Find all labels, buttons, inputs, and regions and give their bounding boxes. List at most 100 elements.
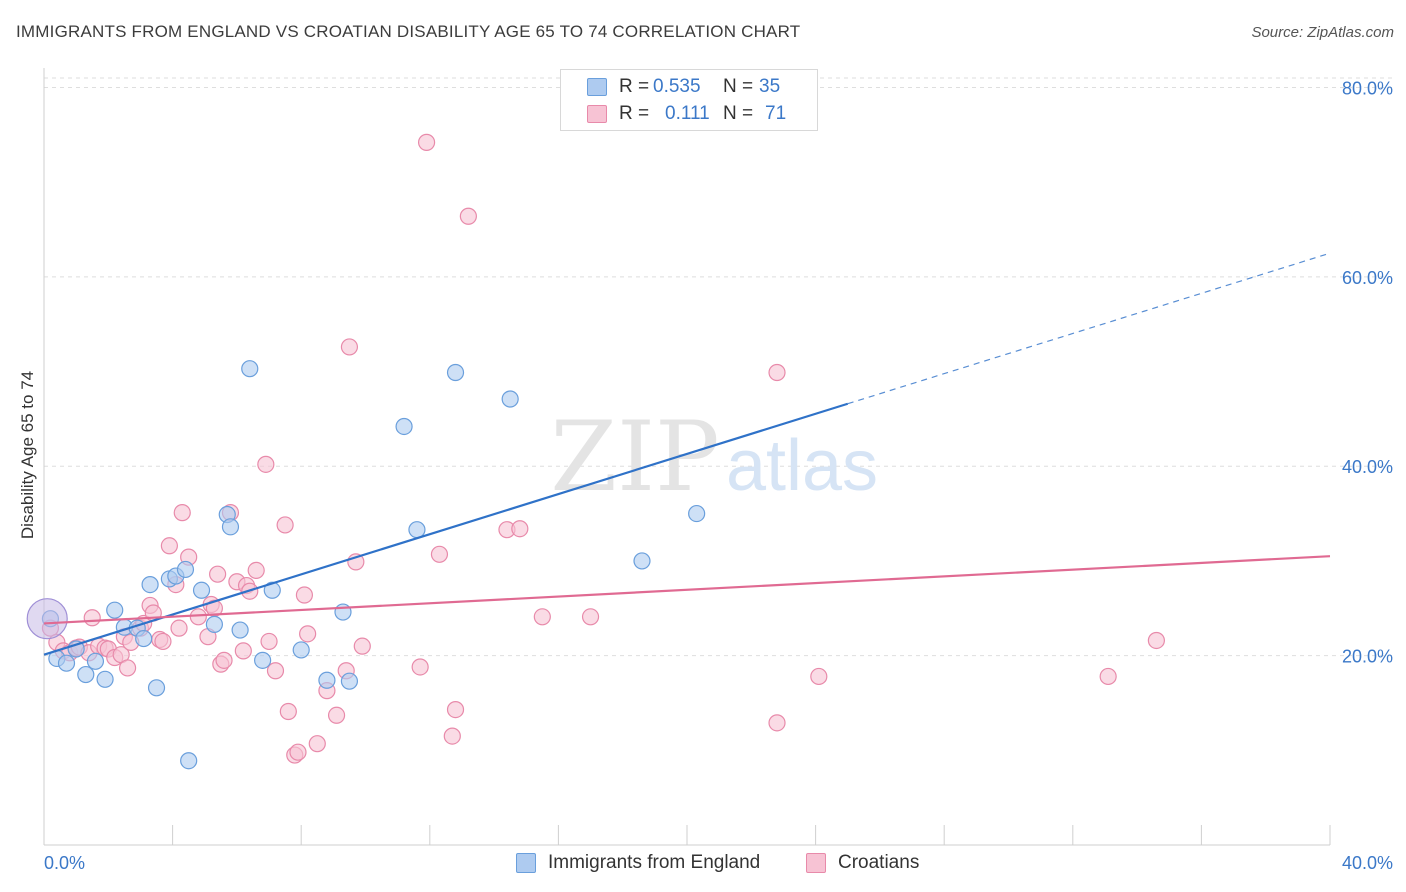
- x-tick-label: 40.0%: [1342, 853, 1393, 873]
- point-croatians: [411, 658, 429, 676]
- trend-england: [43, 402, 849, 656]
- point-england: [180, 752, 198, 770]
- n-value: 35: [759, 76, 781, 97]
- point-croatians: [170, 619, 188, 637]
- watermark: ZIP atlas: [550, 401, 878, 513]
- y-tick-label: 20.0%: [1342, 647, 1393, 667]
- point-england: [318, 671, 336, 689]
- n-label: N =: [723, 76, 754, 97]
- point-england: [501, 390, 519, 408]
- n-value: 71: [765, 103, 787, 124]
- axes: [43, 68, 1331, 846]
- series-immigrants-from-england: [26, 360, 706, 770]
- point-england: [86, 652, 105, 670]
- point-croatians: [459, 207, 477, 225]
- point-croatians: [327, 706, 346, 724]
- point-croatians: [189, 608, 207, 626]
- r-value: 0.535: [653, 76, 701, 97]
- legend-swatch-england: [587, 78, 607, 96]
- point-croatians: [446, 700, 465, 719]
- trend-england-extrapolated: [847, 252, 1331, 405]
- point-england: [141, 575, 159, 594]
- point-croatians: [289, 743, 307, 761]
- point-england: [176, 560, 195, 579]
- point-croatians: [257, 455, 275, 473]
- point-england: [147, 679, 166, 697]
- point-england: [292, 641, 310, 659]
- point-croatians: [215, 651, 233, 669]
- legend-row-croatians: R = 0.111 N = 71: [587, 101, 786, 127]
- point-croatians: [768, 714, 786, 732]
- point-croatians: [266, 662, 285, 680]
- legend-swatch-england: [516, 853, 536, 873]
- x-tick-label: 0.0%: [44, 853, 85, 873]
- point-croatians: [83, 609, 101, 627]
- point-croatians: [1147, 631, 1165, 650]
- point-england: [231, 621, 249, 639]
- r-label: R =: [619, 76, 650, 97]
- point-england: [633, 552, 651, 570]
- point-croatians: [353, 637, 371, 655]
- watermark-zip: ZIP: [550, 401, 719, 513]
- point-england: [135, 629, 153, 648]
- n-label: N =: [723, 103, 754, 124]
- point-croatians: [209, 565, 227, 583]
- point-england: [688, 504, 706, 523]
- r-value: 0.111: [665, 103, 710, 124]
- point-croatians: [247, 561, 265, 579]
- point-england: [205, 615, 223, 633]
- point-croatians: [308, 735, 326, 753]
- point-croatians: [118, 659, 137, 677]
- point-croatians: [279, 702, 297, 721]
- point-croatians: [810, 667, 828, 686]
- point-croatians: [511, 520, 529, 538]
- point-croatians: [417, 133, 436, 151]
- point-croatians: [260, 632, 278, 651]
- point-england: [221, 518, 240, 536]
- point-croatians: [340, 338, 359, 356]
- legend-item-croatians[interactable]: Croatians: [806, 852, 919, 874]
- r-label: R =: [619, 103, 650, 124]
- trend-croatians: [43, 555, 1331, 625]
- point-croatians: [154, 632, 172, 651]
- legend-row-england: R = 0.535 N = 35: [587, 74, 780, 100]
- point-england: [446, 363, 465, 382]
- point-croatians: [276, 516, 294, 534]
- legend-label-croatians: Croatians: [838, 852, 920, 873]
- y-tick-label: 60.0%: [1342, 268, 1393, 288]
- watermark-atlas: atlas: [726, 426, 878, 506]
- tick-labels: 20.0% 40.0% 60.0% 80.0% 0.0% 40.0%: [44, 78, 1393, 873]
- legend-item-england[interactable]: Immigrants from England: [516, 852, 760, 874]
- point-croatians: [430, 545, 449, 563]
- point-croatians: [173, 504, 191, 522]
- point-england: [254, 651, 272, 669]
- point-croatians: [768, 363, 786, 382]
- point-croatians: [581, 608, 600, 626]
- correlation-legend: R = 0.535 N = 35 R = 0.111 N = 71: [560, 69, 818, 131]
- legend-label-england: Immigrants from England: [548, 852, 761, 873]
- trend-lines: [43, 252, 1331, 656]
- y-tick-label: 80.0%: [1342, 78, 1393, 98]
- y-tick-label: 40.0%: [1342, 457, 1393, 477]
- point-croatians: [299, 625, 317, 643]
- point-croatians: [533, 608, 551, 626]
- point-england: [408, 521, 426, 539]
- point-england: [106, 601, 124, 619]
- point-england: [395, 417, 413, 436]
- series-legend: Immigrants from England Croatians: [0, 852, 1406, 878]
- point-croatians: [160, 537, 178, 555]
- point-england: [340, 672, 359, 690]
- point-croatians: [295, 586, 314, 604]
- legend-swatch-croatians: [587, 105, 607, 123]
- chart-title: IMMIGRANTS FROM ENGLAND VS CROATIAN DISA…: [16, 22, 801, 41]
- point-england: [192, 581, 211, 599]
- chart-source: Source: ZipAtlas.com: [1251, 24, 1394, 41]
- point-england-large: [26, 598, 68, 640]
- point-england: [96, 670, 114, 688]
- point-croatians: [1099, 667, 1117, 686]
- point-croatians: [443, 727, 461, 745]
- point-england: [57, 654, 76, 672]
- legend-swatch-croatians: [806, 853, 826, 873]
- point-england: [77, 665, 95, 684]
